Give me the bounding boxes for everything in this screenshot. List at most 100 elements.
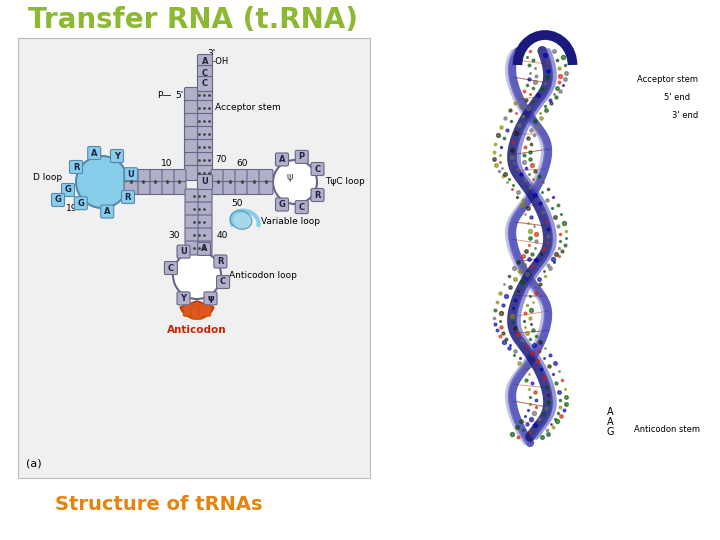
Text: 5' end: 5' end	[664, 93, 690, 103]
FancyBboxPatch shape	[185, 228, 199, 242]
FancyBboxPatch shape	[197, 55, 212, 70]
FancyBboxPatch shape	[311, 163, 324, 176]
FancyBboxPatch shape	[125, 168, 138, 181]
Circle shape	[76, 156, 128, 208]
Text: Y: Y	[114, 152, 120, 160]
FancyBboxPatch shape	[164, 261, 177, 274]
Text: Acceptor stem: Acceptor stem	[637, 76, 698, 84]
Text: A: A	[607, 417, 613, 427]
FancyBboxPatch shape	[259, 170, 273, 183]
Text: U: U	[127, 170, 135, 179]
FancyBboxPatch shape	[197, 100, 212, 116]
Text: 70: 70	[215, 156, 227, 165]
FancyBboxPatch shape	[223, 181, 237, 194]
FancyBboxPatch shape	[185, 215, 199, 229]
Text: P—: P—	[158, 91, 172, 99]
FancyBboxPatch shape	[184, 113, 199, 129]
Circle shape	[173, 251, 221, 299]
Text: 30: 30	[168, 231, 180, 240]
Text: ψ: ψ	[287, 172, 293, 182]
Text: R: R	[217, 257, 224, 266]
FancyBboxPatch shape	[88, 146, 101, 159]
FancyBboxPatch shape	[177, 292, 190, 305]
Text: Anticodon stem: Anticodon stem	[634, 426, 700, 435]
FancyBboxPatch shape	[197, 87, 212, 103]
FancyBboxPatch shape	[235, 181, 249, 194]
Text: 50: 50	[231, 199, 243, 208]
Text: Transfer RNA (t.RNA): Transfer RNA (t.RNA)	[28, 6, 358, 34]
Text: 40: 40	[217, 231, 228, 240]
Text: C: C	[202, 79, 208, 89]
Text: 3': 3'	[207, 49, 215, 57]
FancyBboxPatch shape	[101, 205, 114, 218]
FancyBboxPatch shape	[295, 150, 308, 164]
FancyBboxPatch shape	[184, 87, 199, 103]
FancyBboxPatch shape	[276, 153, 289, 166]
FancyBboxPatch shape	[198, 215, 212, 229]
Text: D loop: D loop	[33, 173, 62, 183]
Text: U: U	[202, 178, 208, 186]
Text: TψC loop: TψC loop	[325, 178, 365, 186]
FancyBboxPatch shape	[197, 126, 212, 141]
FancyBboxPatch shape	[122, 191, 135, 204]
FancyBboxPatch shape	[197, 242, 210, 255]
Text: G: G	[606, 427, 613, 437]
FancyBboxPatch shape	[184, 165, 199, 180]
Text: G: G	[55, 195, 61, 205]
Text: A: A	[201, 245, 207, 253]
FancyBboxPatch shape	[197, 65, 212, 80]
FancyBboxPatch shape	[211, 181, 225, 194]
Text: G: G	[77, 199, 84, 208]
Text: A: A	[202, 57, 208, 66]
Text: R: R	[125, 192, 131, 201]
FancyBboxPatch shape	[197, 152, 212, 167]
Text: C: C	[299, 202, 305, 212]
FancyBboxPatch shape	[276, 198, 289, 211]
FancyBboxPatch shape	[184, 100, 199, 116]
Text: 60: 60	[236, 159, 248, 168]
FancyBboxPatch shape	[217, 275, 230, 288]
FancyBboxPatch shape	[191, 307, 203, 319]
Text: -OH: -OH	[213, 57, 229, 66]
Text: 5': 5'	[176, 91, 184, 99]
Text: ψ: ψ	[207, 294, 214, 303]
Text: 10: 10	[161, 159, 173, 168]
Ellipse shape	[230, 211, 252, 229]
FancyBboxPatch shape	[197, 113, 212, 129]
FancyBboxPatch shape	[198, 202, 212, 216]
FancyBboxPatch shape	[259, 181, 273, 194]
Text: 19: 19	[66, 204, 78, 213]
FancyBboxPatch shape	[197, 139, 212, 154]
FancyBboxPatch shape	[160, 181, 174, 194]
FancyBboxPatch shape	[184, 126, 199, 141]
FancyBboxPatch shape	[18, 38, 370, 478]
Text: U: U	[180, 247, 187, 256]
FancyBboxPatch shape	[160, 170, 174, 183]
Text: C: C	[315, 165, 320, 173]
Text: Y: Y	[181, 294, 186, 303]
FancyBboxPatch shape	[185, 189, 199, 203]
FancyBboxPatch shape	[197, 77, 212, 91]
Text: A: A	[279, 155, 285, 164]
Text: R: R	[314, 191, 321, 199]
FancyBboxPatch shape	[235, 170, 249, 183]
Text: 3' end: 3' end	[672, 111, 698, 120]
FancyBboxPatch shape	[204, 292, 217, 305]
FancyBboxPatch shape	[185, 241, 199, 255]
Text: A: A	[607, 407, 613, 417]
Text: Acceptor stem: Acceptor stem	[215, 104, 281, 112]
Text: R: R	[73, 163, 79, 172]
FancyBboxPatch shape	[184, 139, 199, 154]
Text: Variable loop: Variable loop	[261, 218, 320, 226]
FancyBboxPatch shape	[124, 181, 138, 194]
Text: C: C	[220, 278, 226, 287]
FancyBboxPatch shape	[70, 160, 83, 173]
Wedge shape	[180, 301, 214, 319]
FancyBboxPatch shape	[172, 170, 186, 183]
FancyBboxPatch shape	[184, 304, 195, 316]
FancyBboxPatch shape	[197, 165, 212, 180]
FancyBboxPatch shape	[211, 170, 225, 183]
FancyBboxPatch shape	[124, 170, 138, 183]
Text: (a): (a)	[26, 458, 42, 468]
FancyBboxPatch shape	[247, 170, 261, 183]
